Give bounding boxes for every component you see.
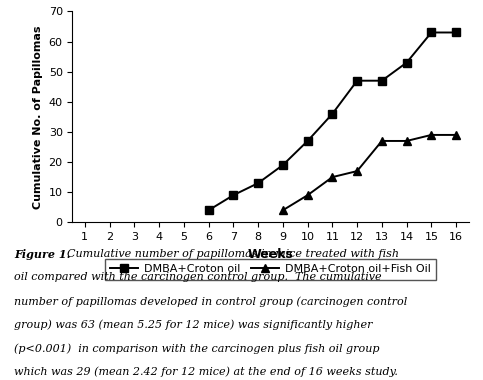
Text: group) was 63 (mean 5.25 for 12 mice) was significantly higher: group) was 63 (mean 5.25 for 12 mice) wa… bbox=[14, 320, 373, 330]
Text: which was 29 (mean 2.42 for 12 mice) at the end of 16 weeks study.: which was 29 (mean 2.42 for 12 mice) at … bbox=[14, 367, 398, 377]
DMBA+Croton oil bbox=[255, 181, 261, 185]
DMBA+Croton oil bbox=[206, 208, 212, 212]
DMBA+Croton oil+Fish Oil bbox=[404, 139, 410, 143]
DMBA+Croton oil bbox=[379, 78, 385, 83]
DMBA+Croton oil+Fish Oil bbox=[354, 169, 360, 173]
Text: oil compared with the carcinogen control group.  The cumulative: oil compared with the carcinogen control… bbox=[14, 272, 382, 282]
Y-axis label: Cumulative No. of Papillomas: Cumulative No. of Papillomas bbox=[33, 25, 43, 209]
DMBA+Croton oil+Fish Oil bbox=[379, 139, 385, 143]
DMBA+Croton oil bbox=[230, 193, 236, 198]
DMBA+Croton oil bbox=[453, 30, 459, 35]
DMBA+Croton oil+Fish Oil bbox=[329, 175, 335, 179]
DMBA+Croton oil bbox=[329, 112, 335, 116]
DMBA+Croton oil+Fish Oil bbox=[305, 193, 311, 198]
DMBA+Croton oil bbox=[404, 60, 410, 65]
DMBA+Croton oil bbox=[280, 163, 286, 167]
DMBA+Croton oil+Fish Oil bbox=[453, 133, 459, 137]
Text: Cumulative number of papillomas in mice treated with fish: Cumulative number of papillomas in mice … bbox=[60, 249, 399, 259]
DMBA+Croton oil bbox=[305, 139, 311, 143]
Text: Figure 1.: Figure 1. bbox=[14, 249, 71, 260]
DMBA+Croton oil+Fish Oil bbox=[280, 208, 286, 212]
Line: DMBA+Croton oil: DMBA+Croton oil bbox=[204, 28, 460, 214]
DMBA+Croton oil+Fish Oil bbox=[428, 133, 434, 137]
Text: (p<0.001)  in comparison with the carcinogen plus fish oil group: (p<0.001) in comparison with the carcino… bbox=[14, 343, 380, 354]
X-axis label: Weeks: Weeks bbox=[248, 248, 293, 261]
Text: number of papillomas developed in control group (carcinogen control: number of papillomas developed in contro… bbox=[14, 296, 408, 307]
DMBA+Croton oil bbox=[354, 78, 360, 83]
DMBA+Croton oil bbox=[428, 30, 434, 35]
Legend: DMBA+Croton oil, DMBA+Croton oil+Fish Oil: DMBA+Croton oil, DMBA+Croton oil+Fish Oi… bbox=[105, 259, 436, 280]
Line: DMBA+Croton oil+Fish Oil: DMBA+Croton oil+Fish Oil bbox=[279, 131, 460, 214]
